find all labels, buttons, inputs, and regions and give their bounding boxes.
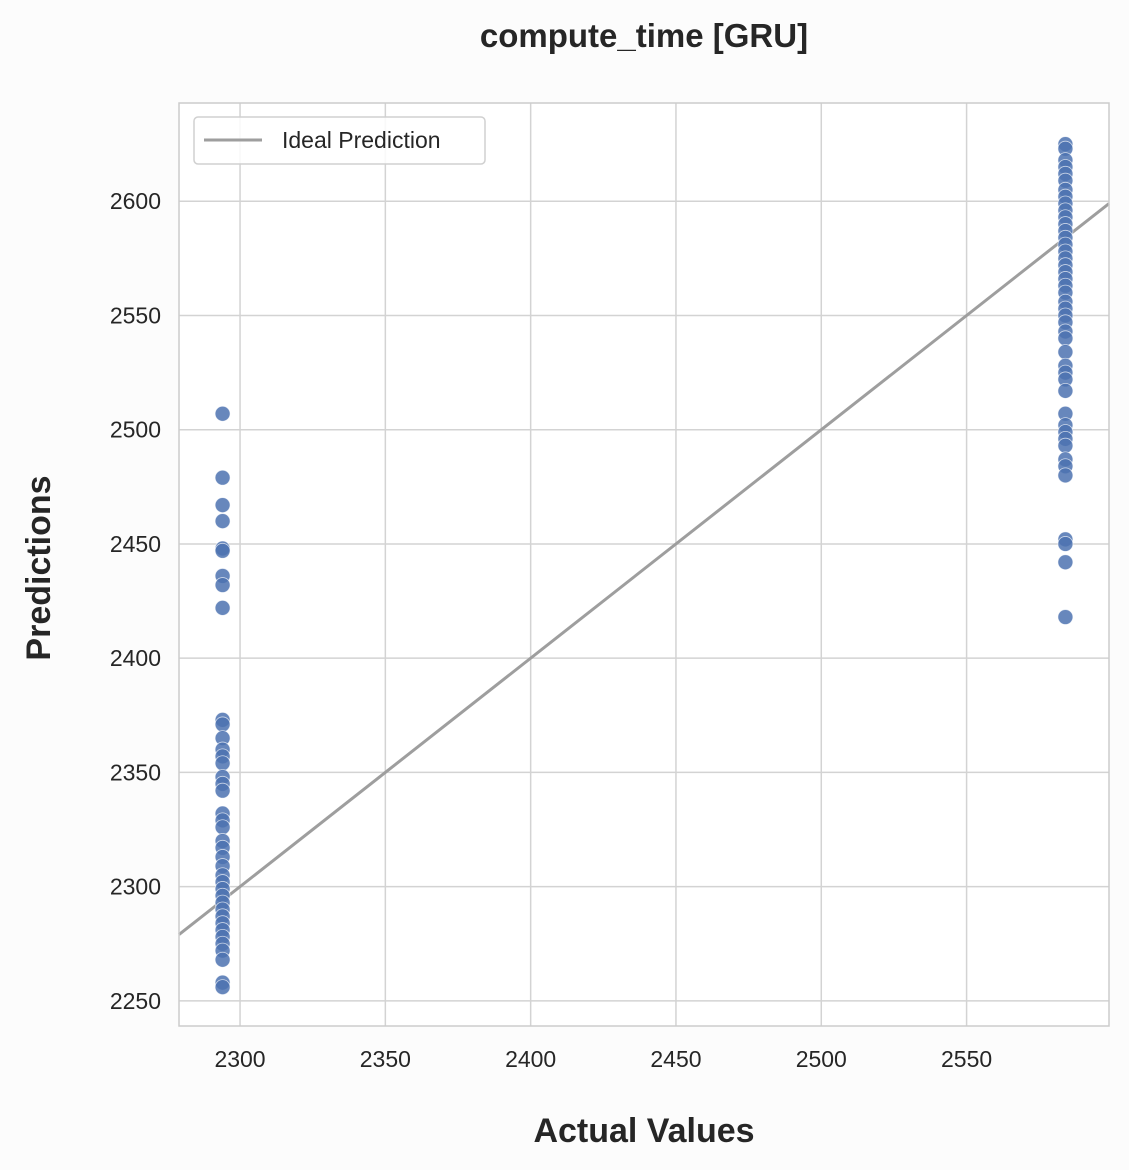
x-tick-label: 2550: [941, 1046, 992, 1072]
data-point: [214, 497, 231, 513]
y-tick-label: 2400: [110, 645, 161, 671]
data-point: [214, 755, 231, 772]
legend-label-ideal: Ideal Prediction: [282, 127, 441, 153]
y-axis-label: Predictions: [20, 475, 58, 660]
y-tick-label: 2350: [110, 759, 161, 785]
data-point: [214, 979, 231, 996]
data-point: [214, 469, 231, 486]
data-point: [1057, 554, 1074, 571]
x-tick-label: 2450: [650, 1046, 701, 1072]
x-tick-label: 2400: [505, 1046, 556, 1072]
y-tick-label: 2250: [110, 988, 161, 1014]
ideal-prediction-line: [178, 202, 1110, 936]
data-point: [214, 951, 231, 968]
data-point: [1057, 609, 1074, 625]
data-point: [1057, 330, 1074, 347]
plot-area: [179, 103, 1109, 1026]
x-tick-label: 2500: [796, 1046, 847, 1072]
data-point: [1057, 536, 1074, 552]
y-tick-labels: 2250 2300 2350 2400 2450 2500 2550 2600: [110, 188, 161, 1014]
x-tick-labels: 2300 2350 2400 2450 2500 2550: [214, 1046, 992, 1072]
x-tick-label: 2300: [214, 1046, 265, 1072]
data-point: [214, 405, 231, 422]
data-point: [1057, 344, 1074, 360]
y-tick-label: 2500: [110, 417, 161, 443]
x-tick-label: 2350: [360, 1046, 411, 1072]
data-point: [214, 542, 231, 559]
chart-title: compute_time [GRU]: [480, 17, 808, 54]
ideal-line-group: [178, 202, 1110, 936]
y-tick-label: 2600: [110, 188, 161, 214]
grid-lines: [179, 103, 1109, 1026]
plot-frame: [178, 102, 1110, 1027]
y-tick-label: 2300: [110, 874, 161, 900]
data-point: [1057, 437, 1074, 454]
y-tick-label: 2550: [110, 302, 161, 328]
legend-box: [193, 116, 486, 165]
data-point: [214, 577, 231, 593]
data-point: [1057, 382, 1074, 399]
data-point: [214, 716, 231, 733]
data-point: [214, 819, 231, 836]
y-tick-label: 2450: [110, 531, 161, 557]
data-point: [214, 513, 231, 529]
x-axis-label: Actual Values: [533, 1112, 754, 1150]
legend: Ideal Prediction: [193, 116, 486, 165]
data-points: [214, 136, 1074, 996]
data-point: [214, 600, 231, 616]
data-point: [214, 782, 231, 799]
data-point: [1057, 467, 1074, 484]
